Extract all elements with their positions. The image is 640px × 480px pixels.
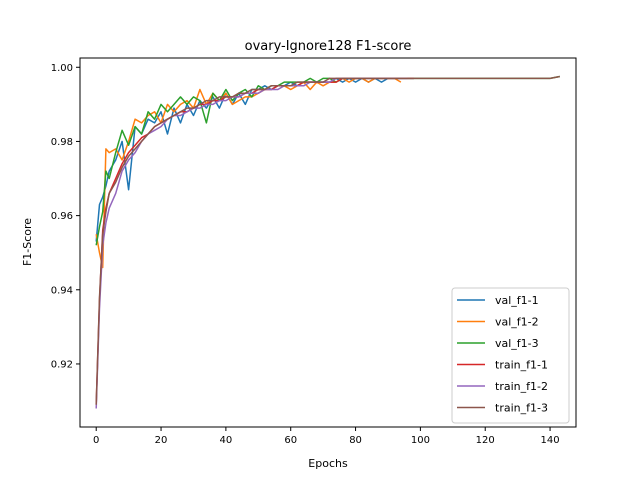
legend-label-val_f1-2: val_f1-2: [495, 316, 539, 329]
legend-label-train_f1-3: train_f1-3: [495, 402, 548, 415]
x-tick-label: 140: [541, 435, 560, 446]
y-tick-label: 1.00: [51, 63, 73, 74]
legend-label-val_f1-1: val_f1-1: [495, 294, 539, 307]
x-axis-ticks: 0 20 40 60 80 100 120 140: [93, 427, 560, 446]
legend-label-train_f1-2: train_f1-2: [495, 380, 548, 393]
plot-frame: [79, 57, 577, 428]
y-tick-label: 0.96: [51, 211, 73, 222]
x-tick-label: 0: [93, 435, 99, 446]
legend-label-train_f1-1: train_f1-1: [495, 359, 548, 372]
x-axis-label: Epochs: [308, 457, 348, 470]
series-line-val_f1-2: [95, 77, 402, 269]
x-tick-label: 120: [476, 435, 495, 446]
legend: val_f1-1 val_f1-2 val_f1-3 train_f1-1 train_…: [451, 287, 570, 424]
y-tick-label: 0.94: [51, 285, 73, 296]
legend-label-val_f1-3: val_f1-3: [495, 337, 539, 350]
x-tick-label: 80: [349, 435, 362, 446]
x-tick-label: 60: [284, 435, 297, 446]
series-line-train_f1-3: [95, 75, 560, 405]
plot-lines: [95, 75, 560, 409]
y-tick-label: 0.98: [51, 137, 73, 148]
chart-title: ovary-Ignore128 F1-score: [245, 39, 412, 54]
y-axis-label: F1-Score: [21, 218, 34, 266]
y-tick-label: 0.92: [51, 359, 73, 370]
x-tick-label: 40: [220, 435, 233, 446]
x-tick-label: 20: [155, 435, 168, 446]
y-axis-ticks: 0.92 0.94 0.96 0.98 1.00: [51, 63, 80, 370]
x-tick-label: 100: [411, 435, 430, 446]
